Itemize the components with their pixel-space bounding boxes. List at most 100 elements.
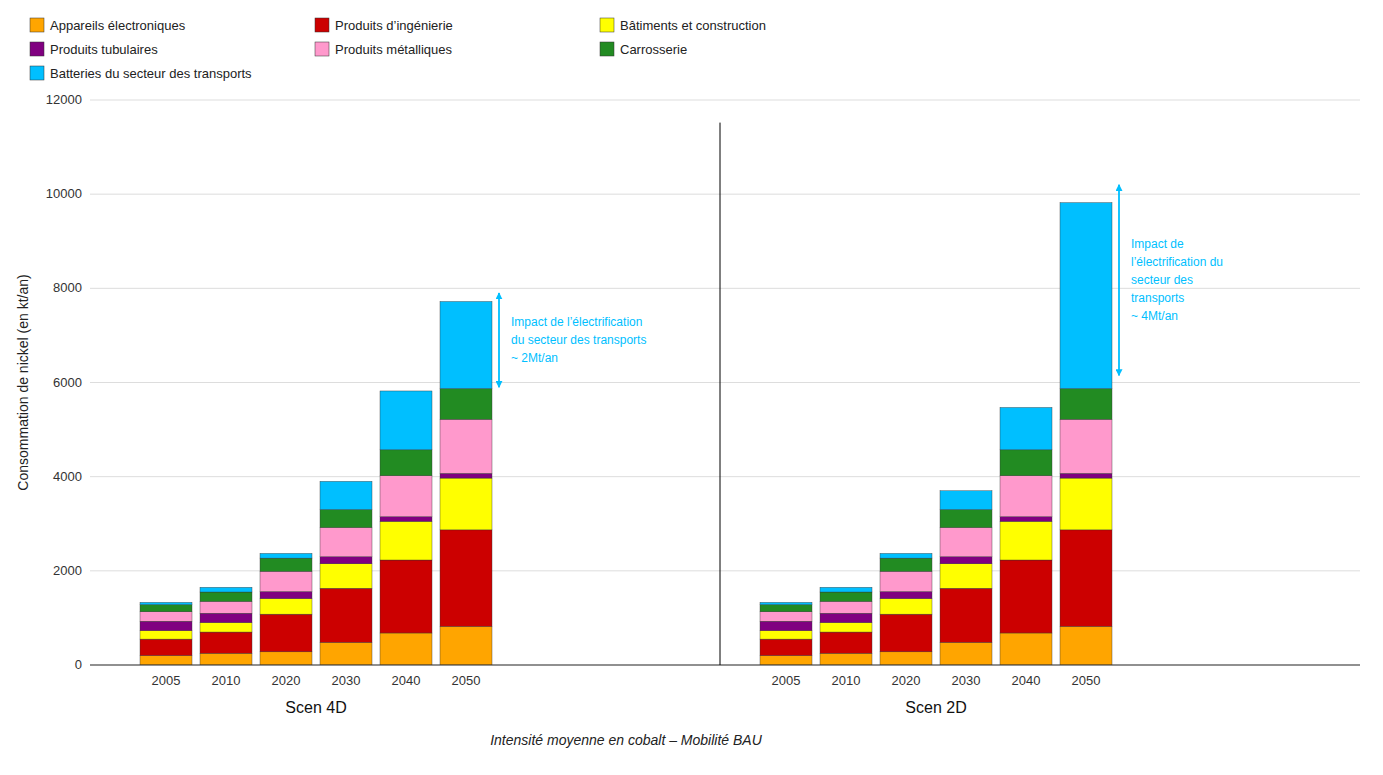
legend-swatch [315,18,329,32]
bar-segment [1000,407,1052,449]
x-tick-label: 2050 [452,673,481,688]
bar-segment [440,302,492,389]
x-tick-label: 2020 [892,673,921,688]
bar-segment [320,557,372,564]
bar-segment [260,599,312,615]
bar-segment [380,517,432,522]
annotation-line: l’électrification du [1131,255,1223,269]
bar-segment [1060,473,1112,478]
x-tick-label: 2040 [392,673,421,688]
y-tick-label: 10000 [46,186,82,201]
bar-segment [760,639,812,655]
bar-segment [200,613,252,622]
bar-segment [140,602,192,604]
bar-segment [820,653,872,665]
bar-segment [260,558,312,571]
bar-segment [320,528,372,557]
bars [140,203,1112,665]
grid-line [90,476,1360,477]
group-label: Scen 2D [905,699,966,716]
x-tick-label: 2050 [1072,673,1101,688]
bar-segment [940,588,992,642]
bar-segment [760,612,812,621]
bar-segment [760,656,812,665]
legend-label: Produits d’ingénierie [335,18,453,33]
bar-segment [940,510,992,528]
y-tick-label: 12000 [46,92,82,107]
legend-swatch [30,42,44,56]
grid-line [90,288,1360,289]
bar-segment [260,571,312,591]
annotation-line: Impact de l’électrification [511,315,642,329]
bar-segment [820,632,872,653]
legend-label: Produits tubulaires [50,42,158,57]
bar-segment [440,626,492,665]
bar-segment [880,571,932,591]
bar-segment [440,389,492,420]
grid-line [90,194,1360,195]
bar-segment [320,588,372,642]
x-tick-label: 2010 [832,673,861,688]
grid-line [90,100,1360,101]
bar-segment [200,592,252,601]
annotation-text: Impact de l’électrificationdu secteur de… [511,315,646,365]
bar-segment [260,614,312,652]
bar-segment [1000,517,1052,522]
legend-label: Appareils électroniques [50,18,186,33]
bar-segment [1000,476,1052,517]
annotation-line: ~ 2Mt/an [511,351,558,365]
annotation-line: ~ 4Mt/an [1131,309,1178,323]
legend-swatch [600,18,614,32]
legend-swatch [30,18,44,32]
bar-segment [320,481,372,509]
bar-segment [380,633,432,665]
y-tick-label: 6000 [53,375,82,390]
bar-segment [260,652,312,665]
annotation-line: secteur des [1131,273,1193,287]
bar-segment [940,564,992,588]
bar-segment [440,530,492,627]
bar-segment [880,652,932,665]
bar-segment [140,639,192,655]
bar-segment [440,419,492,473]
bar-segment [140,656,192,665]
bar-segment [1000,450,1052,476]
legend: Appareils électroniques Produits d’ingéni… [30,18,766,81]
bar-segment [820,592,872,601]
bar-segment [1060,478,1112,530]
bar-segment [880,614,932,652]
bar-segment [320,642,372,665]
bar-segment [380,521,432,560]
bar-segment [440,478,492,530]
bar-segment [320,510,372,528]
bar-segment [760,602,812,604]
bar-segment [380,450,432,476]
bar-segment [760,621,812,630]
bar-segment [200,587,252,592]
y-tick-label: 0 [75,657,82,672]
bar-segment [380,391,432,450]
bar-segment [880,592,932,599]
bar-segment [320,564,372,588]
bar-segment [1060,419,1112,473]
bar-segment [760,605,812,612]
bar-segment [260,592,312,599]
group-label: Scen 4D [285,699,346,716]
annotation-line: Impact de [1131,237,1184,251]
annotation-arrow [1118,185,1120,376]
bar-segment [200,632,252,653]
bar-segment [1000,521,1052,560]
bar-segment [940,557,992,564]
bar-segment [1060,203,1112,389]
annotation-arrow [498,293,500,387]
bar-segment [440,473,492,478]
x-tick-label: 2030 [332,673,361,688]
grid-line [90,665,1360,666]
legend-swatch [315,42,329,56]
x-tick-label: 2005 [152,673,181,688]
bar-segment [1060,389,1112,420]
legend-label: Carrosserie [620,42,687,57]
bar-segment [820,613,872,622]
bar-segment [140,621,192,630]
legend-label: Batteries du secteur des transports [50,66,252,81]
